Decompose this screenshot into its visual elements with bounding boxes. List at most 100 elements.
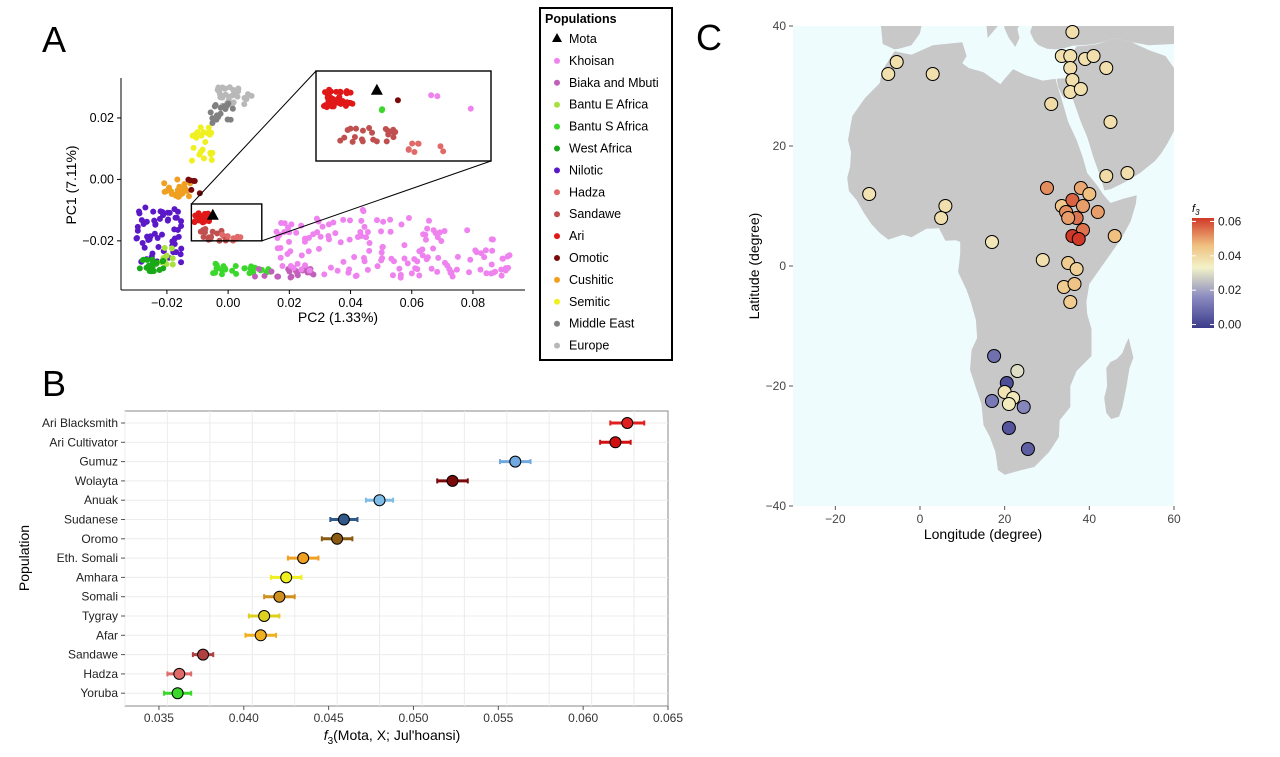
map-point [1001,421,1016,435]
pca-point [195,210,202,217]
pca-inset [315,70,492,162]
pca-point [294,260,301,267]
inset-point [366,124,373,131]
colorbar-tick-label: 0.00 [1218,318,1242,332]
pca-point [200,226,207,233]
pca-point [478,250,485,257]
pca-point [358,217,365,224]
map-point [925,67,940,81]
pca-point [359,206,366,213]
f3-y-tick-label: Oromo [81,532,118,546]
pca-point [287,262,294,269]
pca-point [358,233,365,240]
pca-point [378,228,385,235]
f3-point [273,590,286,603]
pca-point [401,242,408,249]
pca-x-tick-label: 0.06 [400,296,424,310]
f3-point [509,455,522,468]
legend-label: Bantu S Africa [569,120,648,134]
pca-point [196,190,203,197]
pca-point [378,257,385,264]
pca-point [351,254,358,261]
inset-point [383,138,390,145]
f3-y-tick-label: Yoruba [80,686,118,700]
pca-point [466,269,473,276]
pca-point [208,129,215,136]
pca-point [161,188,168,195]
map-y-tick-label: 20 [773,139,787,153]
pca-point [274,273,281,280]
f3-point [173,667,186,680]
map-point [1103,115,1118,129]
pca-point [412,265,419,272]
pca-point [168,245,175,252]
map-point [984,394,999,408]
pca-point [161,244,168,251]
map-point [1099,169,1114,183]
pca-point [141,244,148,251]
pca-point [389,272,396,279]
legend-label: Omotic [569,251,609,265]
pca-y-tick-label: −0.02 [82,234,114,248]
pca-point [428,265,435,272]
inset-mota-marker [370,83,383,95]
f3-y-tick-label: Amhara [76,570,118,584]
pca-point [388,255,395,262]
inset-point [428,92,435,99]
pca-point [241,265,248,272]
pca-point [432,230,439,237]
map-point [1035,253,1050,267]
pca-point [364,228,371,235]
pca-point [205,124,212,131]
f3-marks: Ari Blacksmith Ari Cultivator Gumuz Wolayta… [42,416,646,700]
pca-point [352,273,359,280]
inset-point [344,127,351,134]
f3-y-tick-label: Hadza [83,667,118,681]
africa-landmass [847,42,1137,475]
inset-point [392,129,399,136]
pca-point [234,93,241,100]
pca-point [209,228,216,235]
panel-label-c: C [696,17,722,58]
pca-point [492,268,499,275]
f3-y-tick-label: Gumuz [79,455,118,469]
pca-point [200,155,207,162]
pca-x-tick-label: 0.04 [338,296,362,310]
f3-grid: 0.035 0.040 0.045 0.050 0.055 0.060 0.065 [124,411,683,725]
f3-x-label-sub: 3 [328,736,334,747]
f3-x-tick-label: 0.035 [144,711,174,725]
f3-y-tick-label: Wolayta [75,474,118,488]
map-point [862,187,877,201]
pca-point [136,265,143,272]
pca-mota-marker [206,208,219,220]
f3-y-tick-label: Eth. Somali [57,551,118,565]
map-point [1016,400,1031,414]
pca-point [178,245,185,252]
pca-point [134,223,141,230]
pca-point [212,260,219,267]
pca-point [405,215,412,222]
pca-point [416,272,423,279]
pca-point [191,218,198,225]
pca-point [294,270,301,277]
pca-point [360,254,367,261]
inset-point [384,127,391,134]
pca-point [149,250,156,257]
pca-x-label: PC2 (1.33%) [298,309,378,325]
pca-point [366,247,373,254]
pca-point [178,218,185,225]
map-y-tick-label: −20 [766,379,787,393]
pca-point [498,266,505,273]
f3-point [171,687,184,700]
pca-point [477,266,484,273]
pca-point [164,217,171,224]
pca-point [232,262,239,269]
inset-point [405,146,412,153]
f3-point [331,532,344,545]
pca-point [482,247,489,254]
pca-point [143,218,150,225]
colorbar-ticks: 0.06 0.04 0.02 0.00 [1192,214,1242,332]
map-point [1073,82,1088,96]
pca-point [286,238,293,245]
pca-point [346,217,353,224]
